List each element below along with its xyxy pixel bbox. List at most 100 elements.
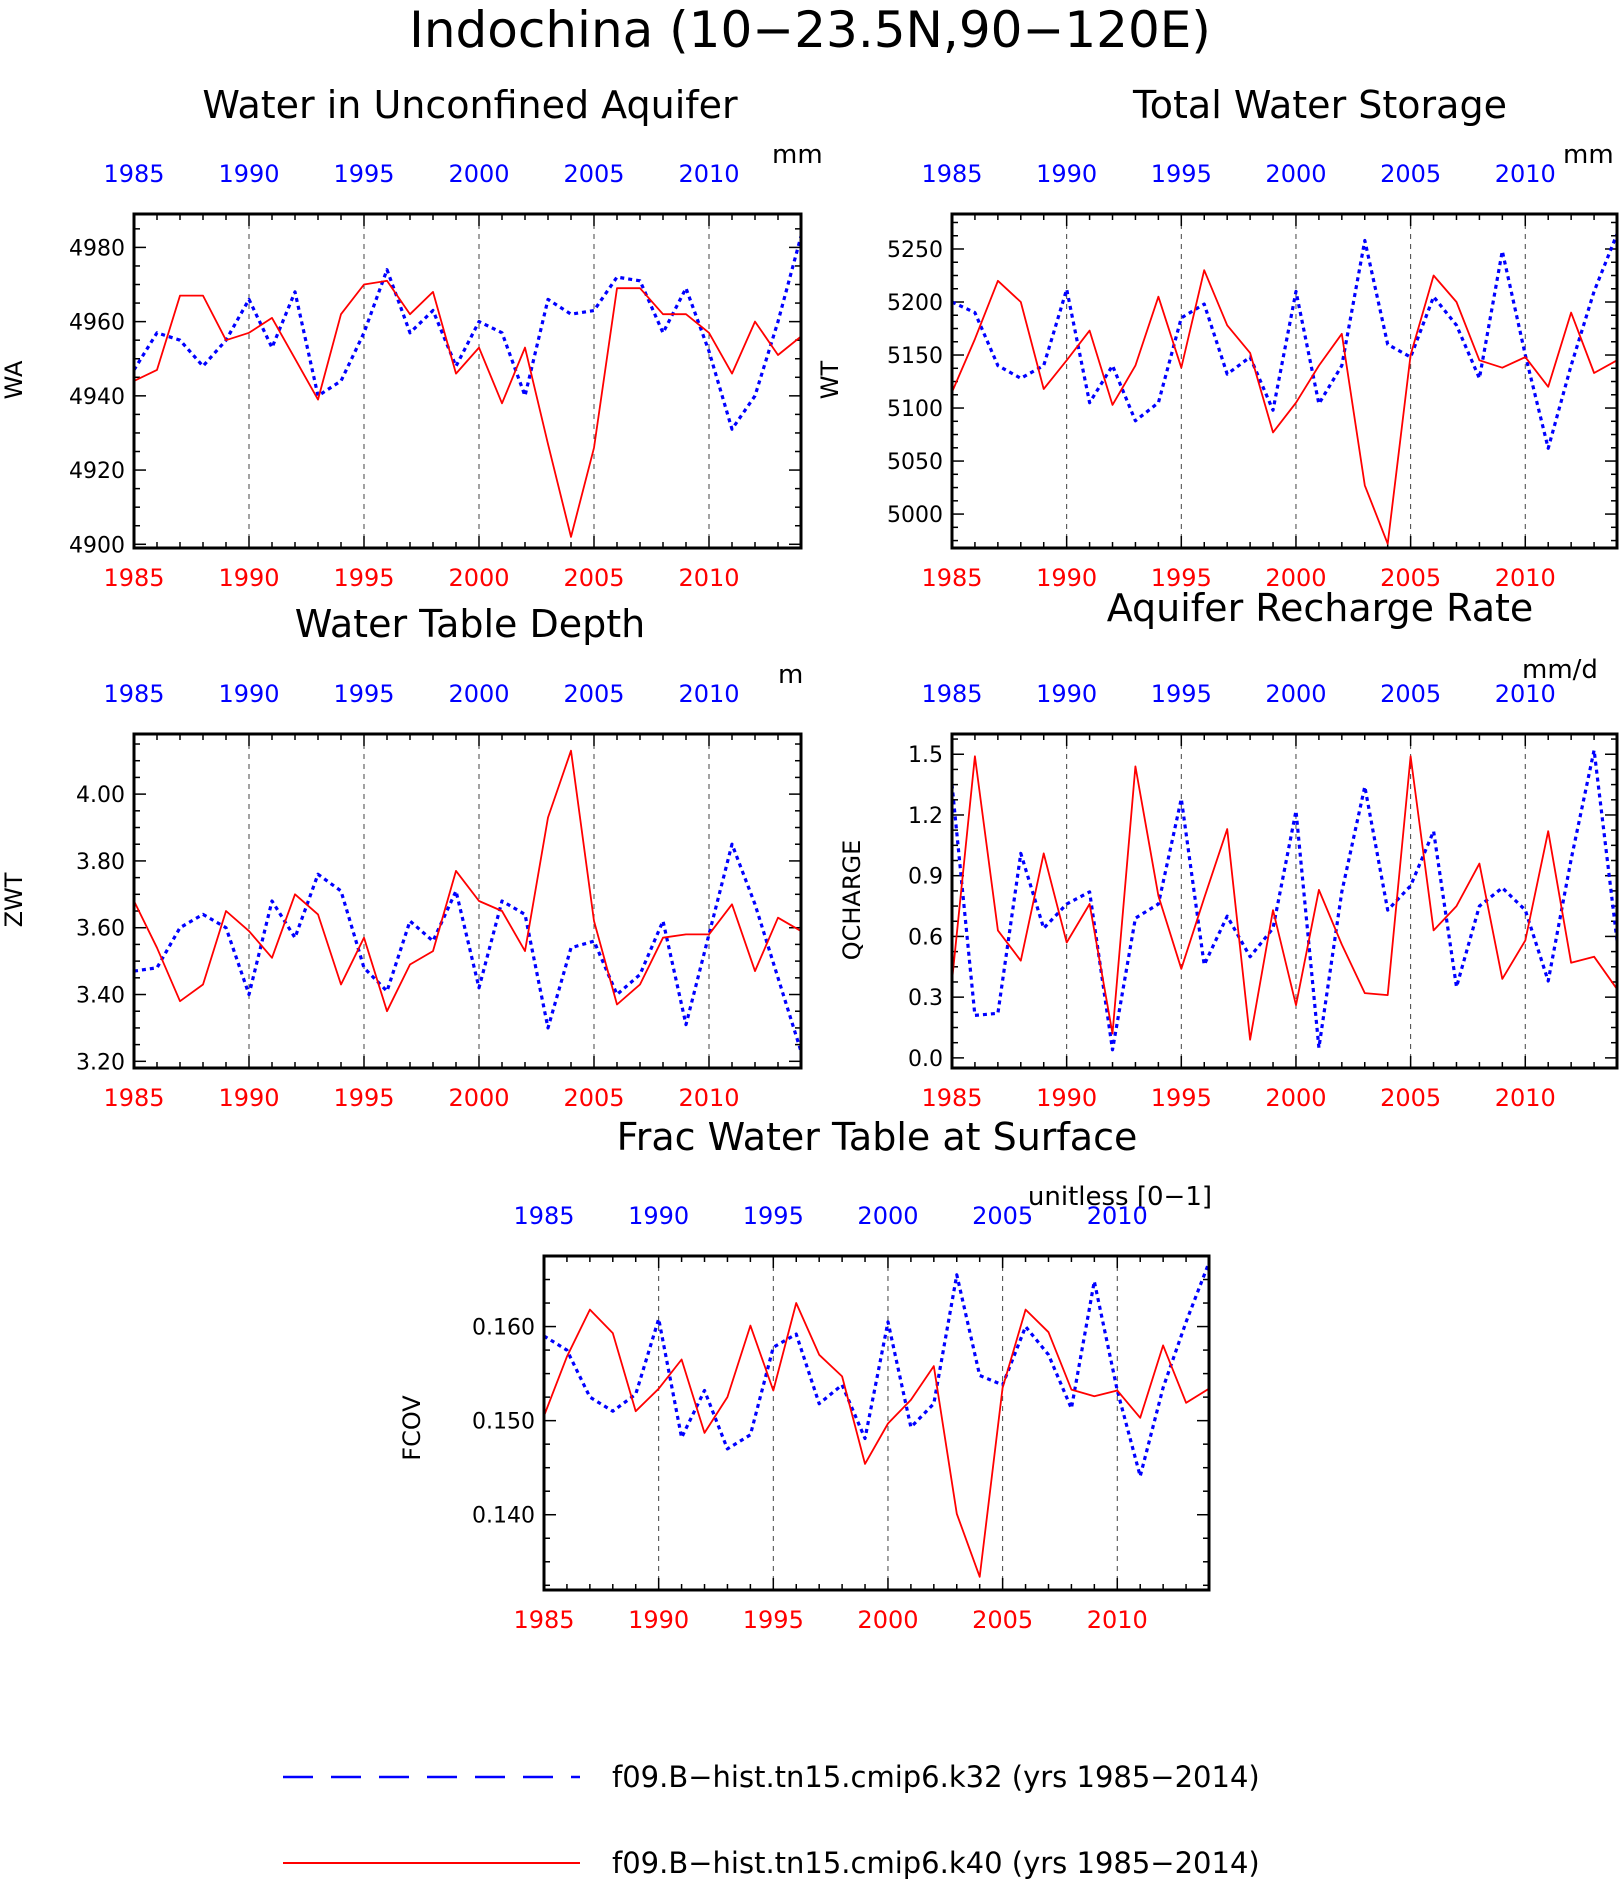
y-axis-label: WA bbox=[0, 360, 28, 399]
x-tick-label-bottom: 2010 bbox=[678, 564, 739, 592]
y-tick-label: 0.3 bbox=[908, 986, 943, 1011]
panel-total-water-storage: Total Water Storage mm WT bbox=[816, 83, 1614, 399]
units-label: mm bbox=[772, 140, 823, 170]
x-tick-label-bottom: 1990 bbox=[1036, 564, 1097, 592]
panel-frac-water-table-at-surface: Frac Water Table at Surface unitless [0−… bbox=[398, 1115, 1212, 1461]
figure-title: Indochina (10−23.5N,90−120E) bbox=[409, 1, 1211, 59]
x-tick-label-top: 2000 bbox=[857, 1202, 918, 1230]
units-label: unitless [0−1] bbox=[1028, 1182, 1212, 1212]
y-tick-label: 5100 bbox=[887, 397, 943, 422]
series-line-k32 bbox=[544, 1262, 1209, 1478]
chart-3: 0.0 0.3 0.6 0.9 1.2 1.5 1985 1985 1990 1990 1995 19… bbox=[908, 680, 1619, 1112]
x-tick-label-top: 1990 bbox=[1036, 680, 1097, 708]
y-tick-label: 0.150 bbox=[472, 1410, 535, 1435]
y-tick-label: 4900 bbox=[69, 533, 125, 558]
x-tick-label-top: 1995 bbox=[1151, 160, 1212, 188]
x-tick-label-top: 2010 bbox=[1495, 680, 1556, 708]
y-tick-label: 0.6 bbox=[908, 925, 943, 950]
x-tick-label-bottom: 1990 bbox=[628, 1606, 689, 1634]
x-tick-label-bottom: 1985 bbox=[921, 564, 982, 592]
x-tick-label-bottom: 1990 bbox=[1036, 1084, 1097, 1112]
x-tick-label-bottom: 2005 bbox=[563, 564, 624, 592]
y-tick-label: 3.40 bbox=[76, 984, 125, 1009]
legend: f09.B−hist.tn15.cmip6.k32 (yrs 1985−2014… bbox=[283, 1760, 1260, 1880]
units-label: mm bbox=[1563, 140, 1614, 170]
y-tick-label: 0.140 bbox=[472, 1504, 535, 1529]
y-tick-label: 3.20 bbox=[76, 1050, 125, 1075]
legend-label-k40: f09.B−hist.tn15.cmip6.k40 (yrs 1985−2014… bbox=[612, 1846, 1260, 1880]
y-tick-label: 4980 bbox=[69, 236, 125, 261]
x-tick-label-top: 2005 bbox=[972, 1202, 1033, 1230]
x-tick-label-top: 2005 bbox=[563, 680, 624, 708]
plot-frame bbox=[950, 212, 1619, 550]
y-tick-label: 1.5 bbox=[908, 743, 943, 768]
panel-aquifer-recharge-rate: Aquifer Recharge Rate mm/d QCHARGE bbox=[838, 586, 1598, 960]
x-tick-label-top: 2000 bbox=[448, 680, 509, 708]
y-axis-label: QCHARGE bbox=[838, 840, 866, 961]
legend-label-k32: f09.B−hist.tn15.cmip6.k32 (yrs 1985−2014… bbox=[612, 1760, 1260, 1794]
x-tick-label-bottom: 1995 bbox=[333, 1084, 394, 1112]
x-tick-label-top: 2010 bbox=[678, 160, 739, 188]
plot-frame bbox=[132, 732, 803, 1070]
x-tick-label-top: 1990 bbox=[1036, 160, 1097, 188]
x-tick-label-bottom: 2010 bbox=[1495, 1084, 1556, 1112]
series-line-k40 bbox=[952, 755, 1617, 1041]
panel-title: Aquifer Recharge Rate bbox=[1107, 586, 1534, 630]
x-tick-label-bottom: 2005 bbox=[1380, 1084, 1441, 1112]
series-line-k32 bbox=[952, 748, 1617, 1052]
x-tick-label-bottom: 2000 bbox=[448, 1084, 509, 1112]
x-tick-label-bottom: 1995 bbox=[1151, 1084, 1212, 1112]
x-tick-label-top: 1990 bbox=[218, 680, 279, 708]
x-tick-label-top: 1990 bbox=[628, 1202, 689, 1230]
x-tick-label-bottom: 1985 bbox=[103, 564, 164, 592]
y-tick-label: 5000 bbox=[887, 503, 943, 528]
x-tick-label-top: 2000 bbox=[448, 160, 509, 188]
plot-frame bbox=[542, 1254, 1211, 1592]
x-tick-label-top: 2005 bbox=[563, 160, 624, 188]
series-line-k32 bbox=[134, 842, 801, 1052]
x-tick-label-top: 1995 bbox=[743, 1202, 804, 1230]
y-tick-label: 0.0 bbox=[908, 1047, 943, 1072]
x-tick-label-bottom: 2000 bbox=[857, 1606, 918, 1634]
x-tick-label-top: 2010 bbox=[1495, 160, 1556, 188]
x-tick-label-bottom: 2010 bbox=[678, 1084, 739, 1112]
chart-2: 3.20 3.40 3.60 3.80 4.00 1985 1985 1990 1990 1995… bbox=[76, 680, 803, 1112]
panel-title: Total Water Storage bbox=[1132, 83, 1507, 127]
x-tick-label-top: 1985 bbox=[513, 1202, 574, 1230]
y-axis-label: ZWT bbox=[0, 872, 28, 927]
y-tick-label: 4.00 bbox=[76, 783, 125, 808]
chart-0: 4900 4920 4940 4960 4980 1985 1985 1990 1990 1995… bbox=[69, 160, 803, 592]
y-tick-label: 4940 bbox=[69, 385, 125, 410]
x-tick-label-bottom: 2005 bbox=[972, 1606, 1033, 1634]
panel-title: Frac Water Table at Surface bbox=[617, 1115, 1138, 1159]
x-tick-label-top: 1990 bbox=[218, 160, 279, 188]
x-tick-label-bottom: 1985 bbox=[513, 1606, 574, 1634]
y-tick-label: 5200 bbox=[887, 291, 943, 316]
x-tick-label-bottom: 1985 bbox=[103, 1084, 164, 1112]
units-label: mm/d bbox=[1522, 655, 1598, 685]
panel-title: Water in Unconfined Aquifer bbox=[202, 83, 738, 127]
x-tick-label-top: 1985 bbox=[921, 680, 982, 708]
x-tick-label-top: 1995 bbox=[333, 160, 394, 188]
x-tick-label-bottom: 1995 bbox=[1151, 564, 1212, 592]
x-tick-label-top: 2010 bbox=[1087, 1202, 1148, 1230]
x-tick-label-top: 2010 bbox=[678, 680, 739, 708]
x-tick-label-top: 2005 bbox=[1380, 680, 1441, 708]
x-tick-label-bottom: 1990 bbox=[218, 1084, 279, 1112]
y-axis-label: WT bbox=[816, 360, 844, 399]
y-tick-label: 4960 bbox=[69, 311, 125, 336]
x-tick-label-bottom: 1995 bbox=[333, 564, 394, 592]
x-tick-label-top: 1985 bbox=[103, 680, 164, 708]
x-tick-label-top: 2000 bbox=[1265, 160, 1326, 188]
x-tick-label-bottom: 2010 bbox=[1495, 564, 1556, 592]
y-tick-label: 3.80 bbox=[76, 850, 125, 875]
plot-frame bbox=[950, 732, 1619, 1070]
chart-4: 0.140 0.150 0.160 1985 1985 1990 1990 1995 1995 2… bbox=[472, 1202, 1211, 1634]
y-tick-label: 5050 bbox=[887, 450, 943, 475]
plot-frame bbox=[132, 212, 803, 550]
x-tick-label-bottom: 2000 bbox=[448, 564, 509, 592]
x-tick-label-top: 2000 bbox=[1265, 680, 1326, 708]
x-tick-label-bottom: 2005 bbox=[563, 1084, 624, 1112]
x-tick-label-top: 2005 bbox=[1380, 160, 1441, 188]
